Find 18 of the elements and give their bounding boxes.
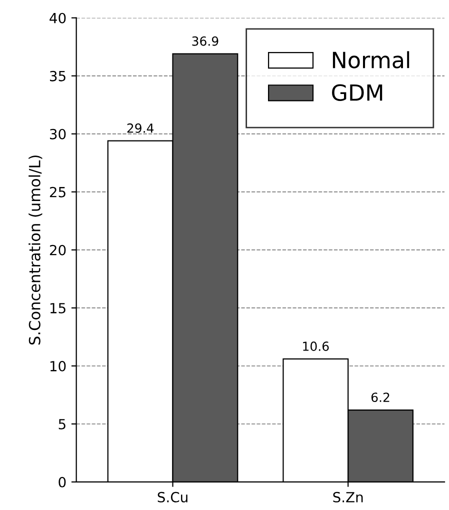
y-tick-label: 40 xyxy=(50,12,66,24)
data-label: 36.9 xyxy=(192,36,218,46)
y-tick-label: 10 xyxy=(50,360,66,372)
y-tick-label: 30 xyxy=(50,128,66,140)
y-axis-title: S.Concentration (umol/L) xyxy=(28,156,42,345)
y-tick-label: 20 xyxy=(50,244,66,256)
legend-label: Normal xyxy=(332,51,410,68)
legend-label: GDM xyxy=(332,84,382,102)
x-tick-label: S.Zn xyxy=(333,492,363,502)
data-label: 10.6 xyxy=(303,342,329,351)
x-tick-label: S.Cu xyxy=(158,492,188,502)
data-label: 29.4 xyxy=(127,123,154,133)
y-tick-label: 5 xyxy=(58,419,66,430)
y-tick-label: 35 xyxy=(50,70,66,82)
y-tick-label: 15 xyxy=(50,303,66,314)
data-label: 6.2 xyxy=(371,392,390,402)
y-tick-label: 25 xyxy=(50,186,66,198)
y-tick-label: 0 xyxy=(58,476,66,488)
